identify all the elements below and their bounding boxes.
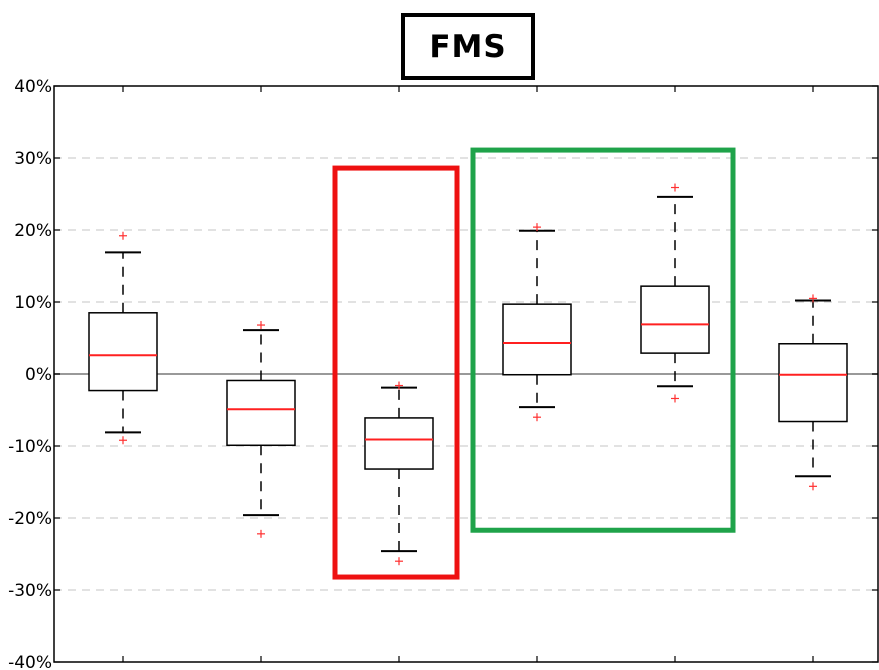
box-2 (226, 321, 296, 538)
boxes (88, 183, 848, 566)
y-tick-label: -40% (8, 653, 52, 670)
y-tick-label: 30% (14, 149, 52, 169)
highlight-frame-2 (470, 147, 736, 533)
box-6 (778, 294, 848, 491)
iqr-box (364, 417, 434, 470)
y-tick-label: 0% (25, 365, 52, 385)
highlight-frame-1 (332, 165, 460, 580)
y-tick-label: 20% (14, 221, 52, 241)
chart-title: FMS (429, 28, 507, 65)
iqr-box (502, 303, 572, 376)
y-axis: 40% 30% 20% 10% 0% -10% -20% -30% -40% (8, 77, 878, 670)
iqr-box (226, 379, 296, 447)
grid-lines (54, 157, 878, 591)
box-3 (364, 381, 434, 566)
y-tick-label: 40% (14, 77, 52, 97)
iqr-box (778, 343, 848, 423)
iqr-box (640, 285, 710, 354)
plot-frame (53, 85, 879, 663)
y-tick-label: -20% (8, 509, 52, 529)
iqr-box (88, 312, 158, 392)
box-4 (502, 223, 572, 422)
chart-title-box: FMS (401, 13, 535, 80)
y-tick-label: -30% (8, 581, 52, 601)
y-tick-label: -10% (8, 437, 52, 457)
y-tick-label: 10% (14, 293, 52, 313)
box-1 (88, 231, 158, 445)
box-5 (640, 183, 710, 403)
highlight-frames (332, 147, 736, 580)
